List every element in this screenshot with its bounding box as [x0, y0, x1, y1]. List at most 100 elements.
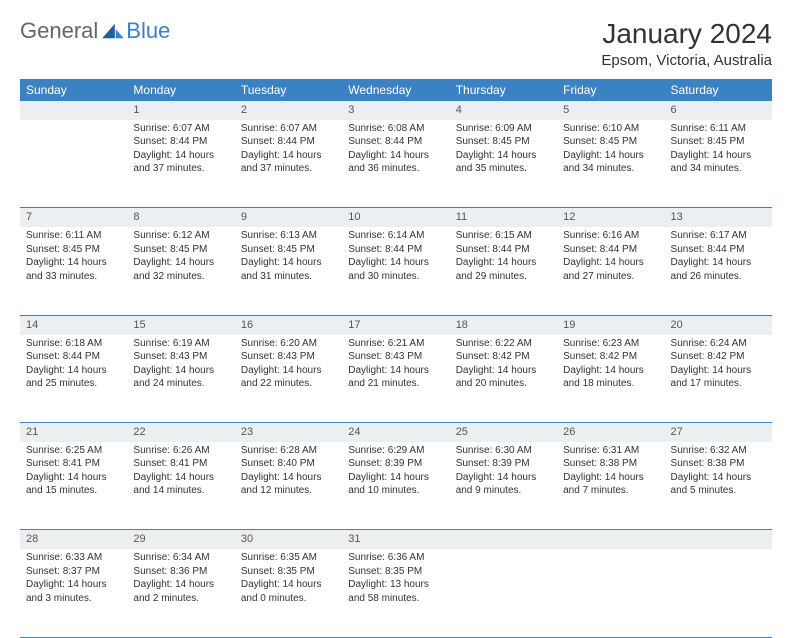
day-cell-body: Sunrise: 6:11 AMSunset: 8:45 PMDaylight:…	[665, 120, 772, 182]
day-cell-body: Sunrise: 6:35 AMSunset: 8:35 PMDaylight:…	[235, 549, 342, 611]
day-cell-body: Sunrise: 6:24 AMSunset: 8:42 PMDaylight:…	[665, 335, 772, 397]
day-number-cell: 6	[665, 101, 772, 120]
day-cell-body: Sunrise: 6:23 AMSunset: 8:42 PMDaylight:…	[557, 335, 664, 397]
sunrise-text: Sunrise: 6:28 AM	[241, 444, 336, 458]
sunset-text: Sunset: 8:44 PM	[26, 350, 121, 364]
day-number-cell: 15	[127, 315, 234, 334]
sunset-text: Sunset: 8:42 PM	[456, 350, 551, 364]
daylight-text: Daylight: 14 hours and 21 minutes.	[348, 364, 443, 391]
day-cell: Sunrise: 6:10 AMSunset: 8:45 PMDaylight:…	[557, 120, 664, 208]
sunset-text: Sunset: 8:45 PM	[133, 243, 228, 257]
day-cell: Sunrise: 6:07 AMSunset: 8:44 PMDaylight:…	[235, 120, 342, 208]
daylight-text: Daylight: 14 hours and 37 minutes.	[241, 149, 336, 176]
day-cell	[450, 549, 557, 637]
day-number-cell	[557, 530, 664, 549]
day-number-cell	[20, 101, 127, 120]
day-cell: Sunrise: 6:21 AMSunset: 8:43 PMDaylight:…	[342, 335, 449, 423]
daylight-text: Daylight: 14 hours and 34 minutes.	[563, 149, 658, 176]
sunset-text: Sunset: 8:38 PM	[671, 457, 766, 471]
daylight-text: Daylight: 14 hours and 3 minutes.	[26, 578, 121, 605]
day-cell-body: Sunrise: 6:20 AMSunset: 8:43 PMDaylight:…	[235, 335, 342, 397]
daylight-text: Daylight: 14 hours and 25 minutes.	[26, 364, 121, 391]
daylight-text: Daylight: 14 hours and 29 minutes.	[456, 256, 551, 283]
sunrise-text: Sunrise: 6:24 AM	[671, 337, 766, 351]
day-cell-body: Sunrise: 6:26 AMSunset: 8:41 PMDaylight:…	[127, 442, 234, 504]
sunrise-text: Sunrise: 6:18 AM	[26, 337, 121, 351]
sunrise-text: Sunrise: 6:30 AM	[456, 444, 551, 458]
day-number-cell: 2	[235, 101, 342, 120]
sunset-text: Sunset: 8:42 PM	[563, 350, 658, 364]
day-cell-body: Sunrise: 6:13 AMSunset: 8:45 PMDaylight:…	[235, 227, 342, 289]
day-number-cell: 18	[450, 315, 557, 334]
sunrise-text: Sunrise: 6:20 AM	[241, 337, 336, 351]
sunrise-text: Sunrise: 6:21 AM	[348, 337, 443, 351]
day-number-cell: 21	[20, 423, 127, 442]
sunrise-text: Sunrise: 6:22 AM	[456, 337, 551, 351]
weekday-header-row: Sunday Monday Tuesday Wednesday Thursday…	[20, 79, 772, 101]
sunrise-text: Sunrise: 6:11 AM	[671, 122, 766, 136]
sunrise-text: Sunrise: 6:14 AM	[348, 229, 443, 243]
daylight-text: Daylight: 14 hours and 35 minutes.	[456, 149, 551, 176]
sunset-text: Sunset: 8:45 PM	[671, 135, 766, 149]
day-number-cell: 22	[127, 423, 234, 442]
day-cell: Sunrise: 6:19 AMSunset: 8:43 PMDaylight:…	[127, 335, 234, 423]
title-block: January 2024 Epsom, Victoria, Australia	[601, 18, 772, 69]
daylight-text: Daylight: 14 hours and 24 minutes.	[133, 364, 228, 391]
sunrise-text: Sunrise: 6:16 AM	[563, 229, 658, 243]
sunrise-text: Sunrise: 6:29 AM	[348, 444, 443, 458]
day-number-cell: 17	[342, 315, 449, 334]
day-cell: Sunrise: 6:33 AMSunset: 8:37 PMDaylight:…	[20, 549, 127, 637]
sunset-text: Sunset: 8:44 PM	[671, 243, 766, 257]
day-number-cell: 26	[557, 423, 664, 442]
month-title: January 2024	[601, 18, 772, 50]
day-cell: Sunrise: 6:20 AMSunset: 8:43 PMDaylight:…	[235, 335, 342, 423]
brand-logo: General Blue	[20, 18, 170, 44]
sunset-text: Sunset: 8:44 PM	[241, 135, 336, 149]
day-cell-body: Sunrise: 6:30 AMSunset: 8:39 PMDaylight:…	[450, 442, 557, 504]
week-row: Sunrise: 6:25 AMSunset: 8:41 PMDaylight:…	[20, 442, 772, 530]
day-cell-body: Sunrise: 6:07 AMSunset: 8:44 PMDaylight:…	[127, 120, 234, 182]
sunset-text: Sunset: 8:38 PM	[563, 457, 658, 471]
day-cell: Sunrise: 6:14 AMSunset: 8:44 PMDaylight:…	[342, 227, 449, 315]
daylight-text: Daylight: 13 hours and 58 minutes.	[348, 578, 443, 605]
day-number-cell: 27	[665, 423, 772, 442]
day-number-cell: 10	[342, 208, 449, 227]
day-cell-body: Sunrise: 6:29 AMSunset: 8:39 PMDaylight:…	[342, 442, 449, 504]
day-cell-body: Sunrise: 6:09 AMSunset: 8:45 PMDaylight:…	[450, 120, 557, 182]
sunrise-text: Sunrise: 6:09 AM	[456, 122, 551, 136]
day-cell-body: Sunrise: 6:11 AMSunset: 8:45 PMDaylight:…	[20, 227, 127, 289]
sunrise-text: Sunrise: 6:11 AM	[26, 229, 121, 243]
sunset-text: Sunset: 8:43 PM	[133, 350, 228, 364]
week-row: Sunrise: 6:11 AMSunset: 8:45 PMDaylight:…	[20, 227, 772, 315]
day-number-cell: 1	[127, 101, 234, 120]
sunset-text: Sunset: 8:45 PM	[456, 135, 551, 149]
day-cell-body: Sunrise: 6:07 AMSunset: 8:44 PMDaylight:…	[235, 120, 342, 182]
sunset-text: Sunset: 8:40 PM	[241, 457, 336, 471]
day-number-cell: 29	[127, 530, 234, 549]
day-cell: Sunrise: 6:11 AMSunset: 8:45 PMDaylight:…	[20, 227, 127, 315]
day-number-cell: 16	[235, 315, 342, 334]
sunrise-text: Sunrise: 6:19 AM	[133, 337, 228, 351]
sunset-text: Sunset: 8:43 PM	[241, 350, 336, 364]
day-cell-body: Sunrise: 6:17 AMSunset: 8:44 PMDaylight:…	[665, 227, 772, 289]
day-cell-body: Sunrise: 6:32 AMSunset: 8:38 PMDaylight:…	[665, 442, 772, 504]
sunset-text: Sunset: 8:45 PM	[26, 243, 121, 257]
daylight-text: Daylight: 14 hours and 18 minutes.	[563, 364, 658, 391]
day-number-cell: 7	[20, 208, 127, 227]
daylight-text: Daylight: 14 hours and 31 minutes.	[241, 256, 336, 283]
day-number-row: 78910111213	[20, 208, 772, 227]
sunrise-text: Sunrise: 6:34 AM	[133, 551, 228, 565]
day-cell: Sunrise: 6:30 AMSunset: 8:39 PMDaylight:…	[450, 442, 557, 530]
day-cell: Sunrise: 6:24 AMSunset: 8:42 PMDaylight:…	[665, 335, 772, 423]
day-cell: Sunrise: 6:15 AMSunset: 8:44 PMDaylight:…	[450, 227, 557, 315]
logo-sail-icon	[102, 22, 124, 40]
day-number-cell: 11	[450, 208, 557, 227]
daylight-text: Daylight: 14 hours and 14 minutes.	[133, 471, 228, 498]
day-cell: Sunrise: 6:11 AMSunset: 8:45 PMDaylight:…	[665, 120, 772, 208]
sunset-text: Sunset: 8:44 PM	[348, 243, 443, 257]
daylight-text: Daylight: 14 hours and 33 minutes.	[26, 256, 121, 283]
day-number-cell: 8	[127, 208, 234, 227]
sunset-text: Sunset: 8:44 PM	[563, 243, 658, 257]
location-subtitle: Epsom, Victoria, Australia	[601, 52, 772, 69]
daylight-text: Daylight: 14 hours and 7 minutes.	[563, 471, 658, 498]
